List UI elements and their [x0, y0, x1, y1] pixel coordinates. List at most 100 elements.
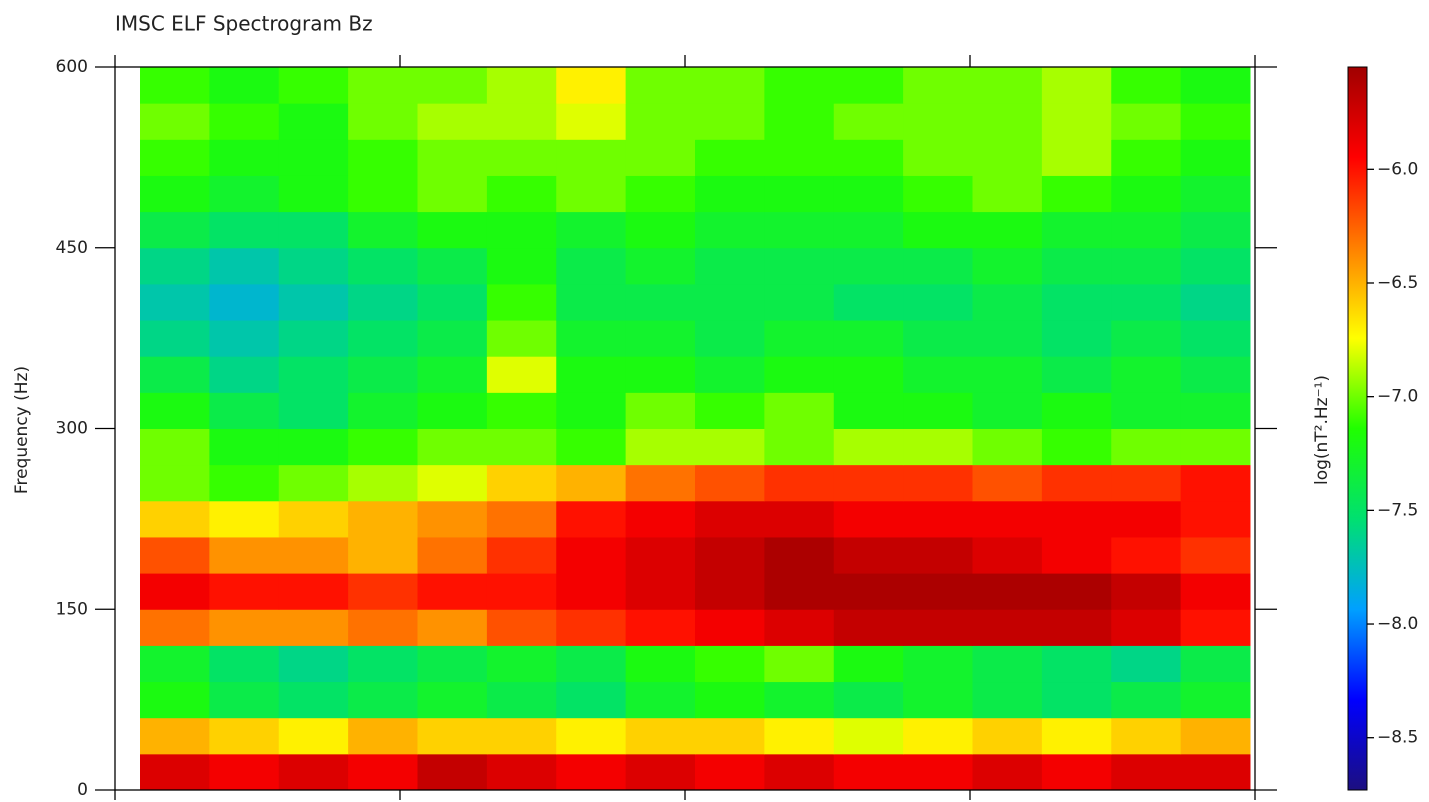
cell: [278, 320, 349, 357]
cell: [695, 464, 765, 502]
cell: [833, 753, 904, 791]
cell: [209, 609, 280, 646]
cell: [1111, 645, 1182, 683]
cell: [486, 681, 557, 719]
cell: [486, 645, 557, 683]
cell: [625, 500, 696, 538]
cell: [278, 392, 349, 429]
cell: [972, 211, 1043, 249]
cell: [209, 573, 280, 610]
cell: [695, 536, 765, 574]
cell: [695, 103, 765, 140]
cell: [278, 645, 349, 683]
cell: [417, 645, 488, 683]
cell: [417, 175, 488, 213]
cell: [764, 428, 835, 466]
heatmap: [140, 67, 1251, 791]
cell: [1180, 573, 1251, 610]
cell: [903, 320, 973, 357]
cell: [417, 283, 488, 321]
cell: [833, 428, 904, 466]
cell: [833, 464, 904, 502]
cell: [903, 681, 973, 719]
cell: [903, 211, 973, 249]
cell: [695, 320, 765, 357]
cell: [903, 392, 973, 429]
cell: [764, 681, 835, 719]
cell: [972, 175, 1043, 213]
cell: [278, 67, 349, 104]
cell: [833, 103, 904, 140]
cell: [140, 320, 210, 357]
cell: [695, 609, 765, 646]
cell: [486, 609, 557, 646]
cell: [972, 536, 1043, 574]
cell: [833, 211, 904, 249]
cell: [556, 320, 627, 357]
cell: [486, 320, 557, 357]
cell: [209, 139, 280, 176]
cell: [417, 356, 488, 393]
cell: [348, 175, 418, 213]
cell: [417, 320, 488, 357]
cell: [348, 573, 418, 610]
cell: [695, 645, 765, 683]
cell: [140, 464, 210, 502]
cell: [764, 175, 835, 213]
cell: [903, 247, 973, 285]
cell: [140, 392, 210, 429]
cell: [903, 356, 973, 393]
cell: [1180, 536, 1251, 574]
cell: [209, 464, 280, 502]
cell: [556, 536, 627, 574]
cell: [556, 717, 627, 755]
cell: [348, 428, 418, 466]
cell: [972, 573, 1043, 610]
cell: [764, 753, 835, 791]
cell: [695, 500, 765, 538]
cell: [1111, 211, 1182, 249]
cell: [556, 392, 627, 429]
colorbar: [1347, 66, 1368, 791]
cell: [695, 211, 765, 249]
cell: [278, 283, 349, 321]
cell: [1180, 67, 1251, 104]
cell: [764, 283, 835, 321]
cell: [556, 139, 627, 176]
cell: [486, 717, 557, 755]
cell: [625, 211, 696, 249]
cell: [278, 356, 349, 393]
cell: [625, 139, 696, 176]
cell: [1111, 500, 1182, 538]
cell: [764, 645, 835, 683]
cell: [1111, 283, 1182, 321]
cell: [209, 753, 280, 791]
cell: [833, 645, 904, 683]
cell: [972, 464, 1043, 502]
cell: [1041, 609, 1112, 646]
cell: [625, 356, 696, 393]
cell: [833, 247, 904, 285]
cell: [278, 753, 349, 791]
cell: [695, 753, 765, 791]
cell: [417, 500, 488, 538]
cell: [833, 283, 904, 321]
colorbar-tick-label: −7.5: [1377, 500, 1418, 520]
cell: [1111, 573, 1182, 610]
cell: [625, 67, 696, 104]
cell: [695, 139, 765, 176]
cell: [625, 464, 696, 502]
cell: [833, 320, 904, 357]
cell: [1180, 175, 1251, 213]
cell: [417, 211, 488, 249]
cell: [417, 681, 488, 719]
cell: [1111, 681, 1182, 719]
cell: [278, 573, 349, 610]
cell: [140, 573, 210, 610]
cell: [209, 320, 280, 357]
cell: [903, 609, 973, 646]
cell: [764, 103, 835, 140]
cell: [278, 247, 349, 285]
cell: [764, 211, 835, 249]
cell: [1180, 283, 1251, 321]
